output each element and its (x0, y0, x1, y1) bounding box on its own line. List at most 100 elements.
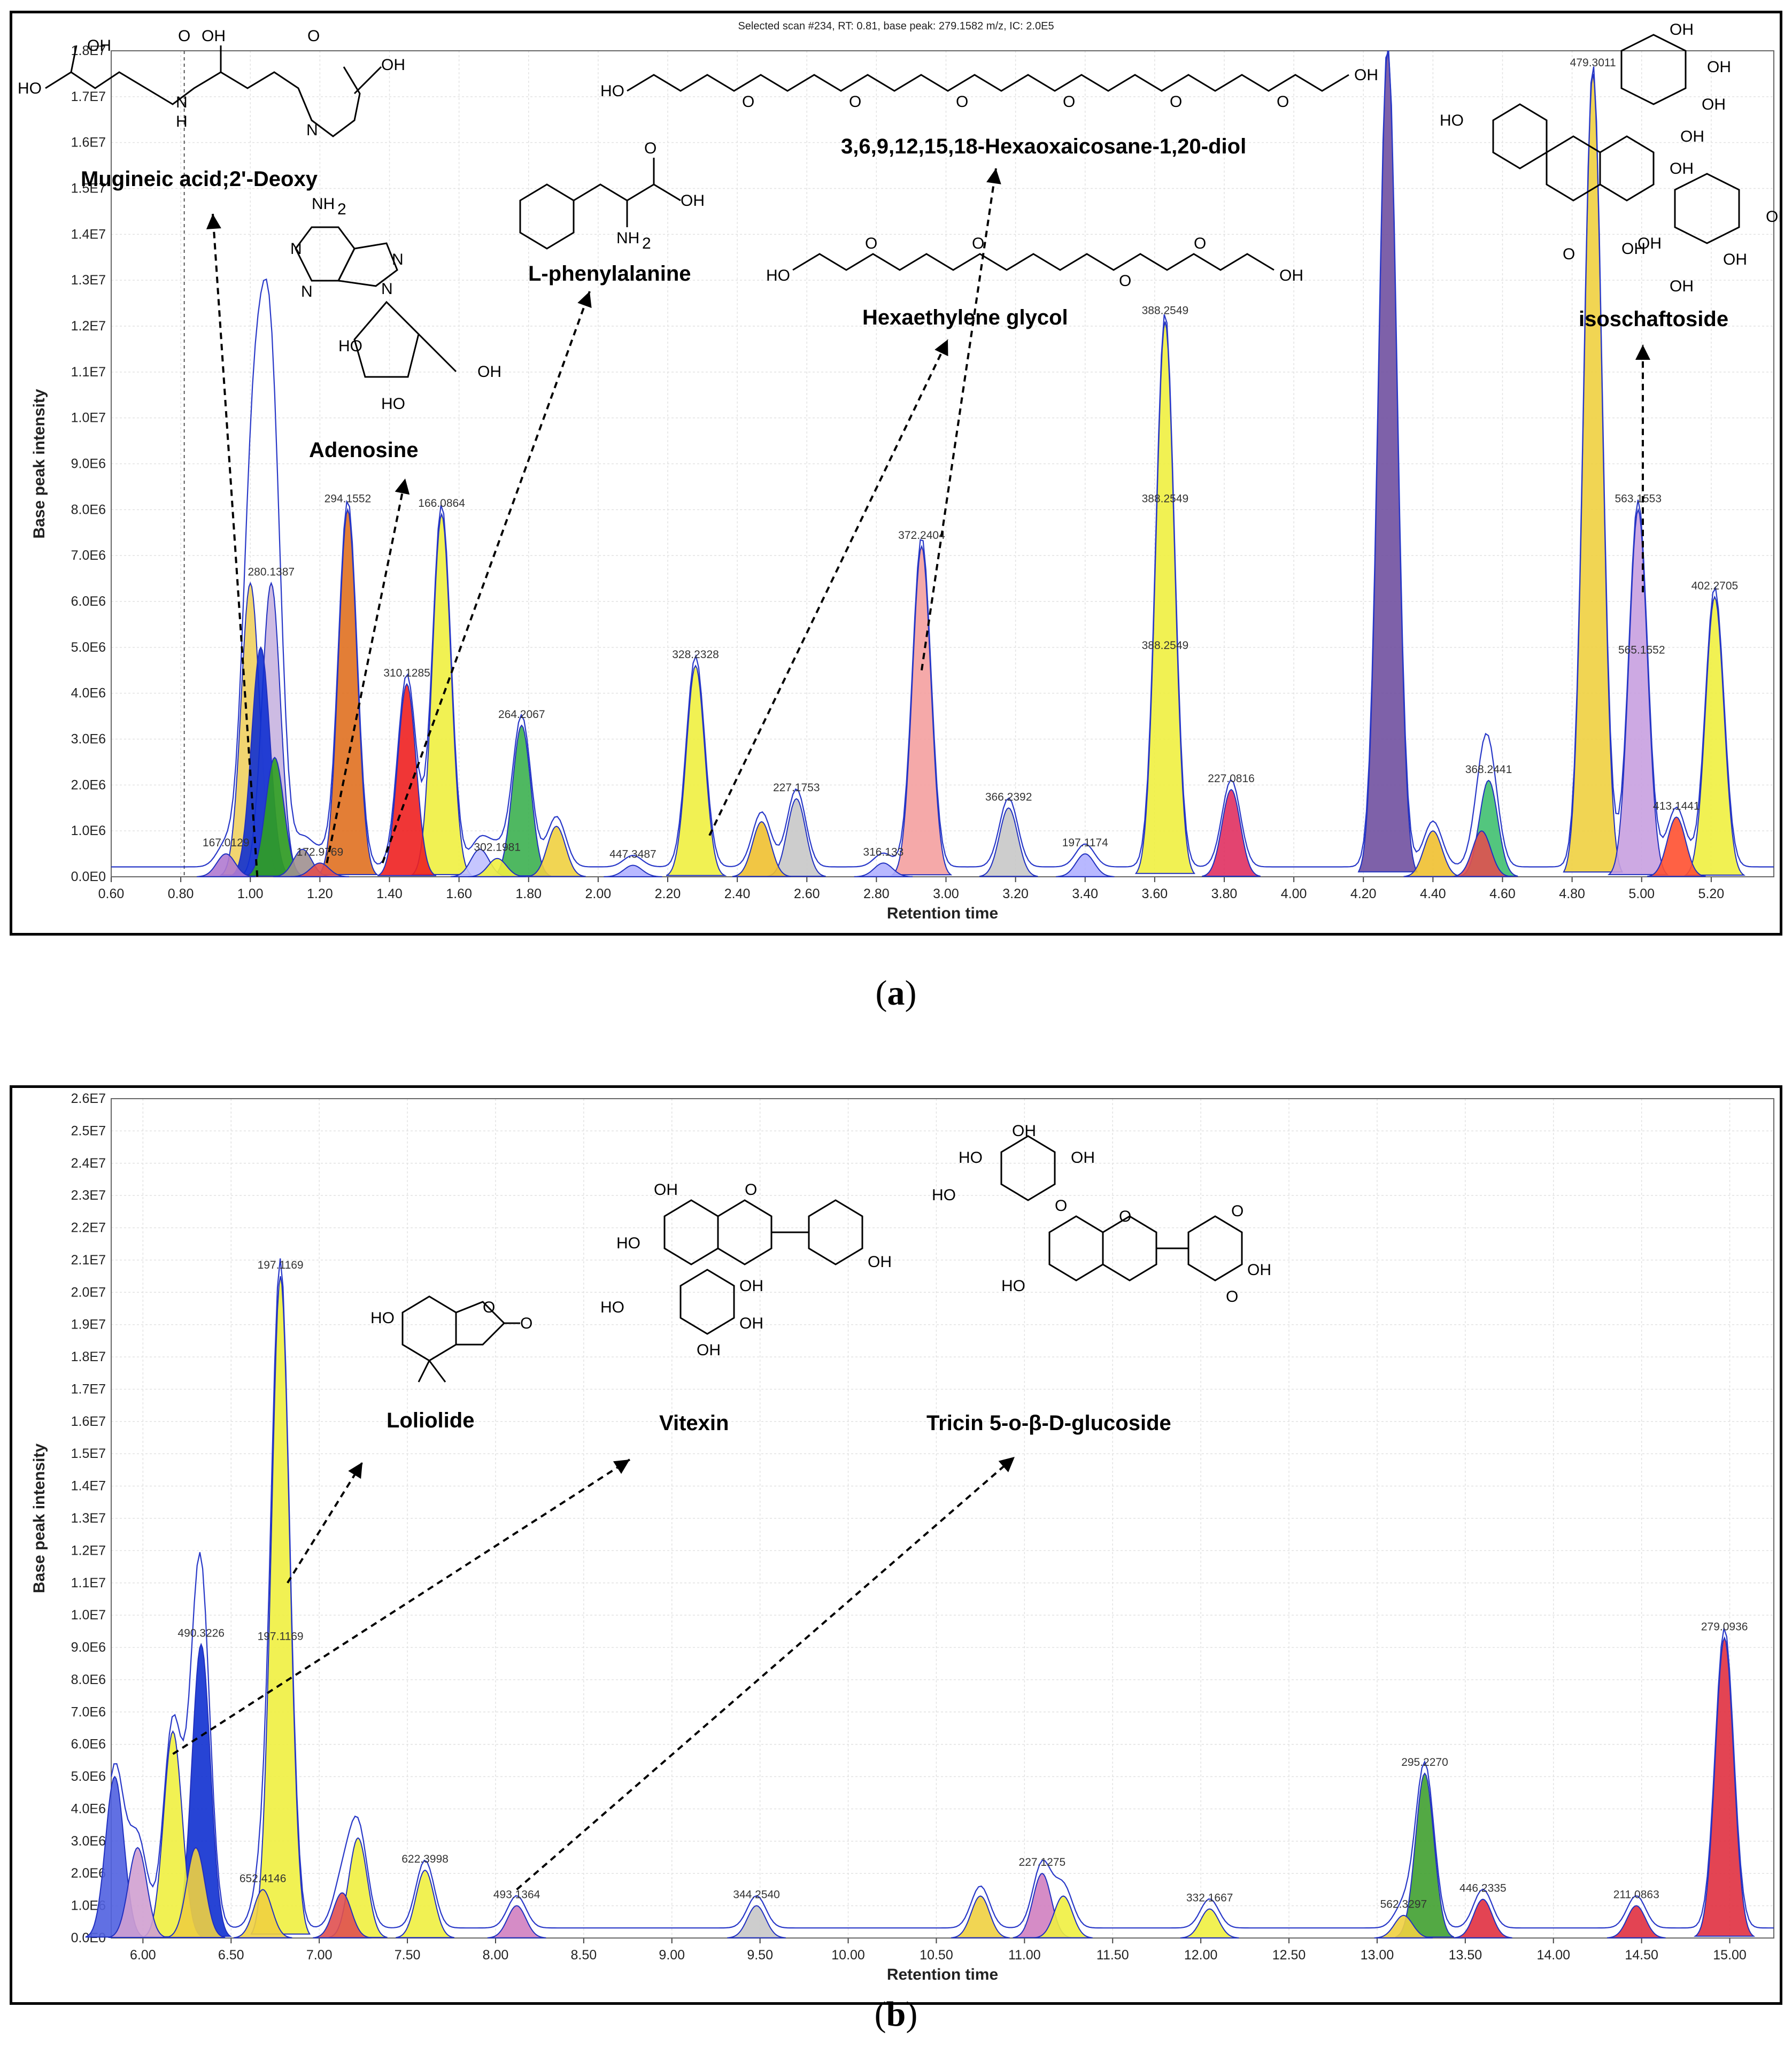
svg-text:2: 2 (337, 200, 346, 218)
x-tick-label: 1.80 (515, 886, 542, 901)
svg-text:OH: OH (1247, 1261, 1271, 1279)
y-tick-label: 1.6E7 (71, 1414, 106, 1429)
x-tick-label: 4.80 (1559, 886, 1585, 901)
svg-text:O: O (520, 1315, 532, 1332)
peak-area (166, 1847, 226, 1938)
mugineic-acid-structure: O OH OH HO NH OOH N (18, 27, 405, 139)
peak-area (732, 821, 791, 877)
svg-text:N: N (392, 251, 404, 268)
svg-text:O: O (1119, 272, 1131, 290)
compound-label: isoschaftoside (1579, 307, 1728, 331)
x-tick-label: 12.00 (1184, 1948, 1218, 1963)
x-tick-label: 10.00 (831, 1948, 865, 1963)
peak-label: 197.1174 (1062, 837, 1108, 849)
chart-b-svg: 0.0E01.0E62.0E63.0E64.0E65.0E66.0E67.0E6… (30, 1091, 1774, 1983)
x-tick-label: 1.00 (237, 886, 264, 901)
x-tick-label: 3.60 (1142, 886, 1168, 901)
svg-text:N: N (290, 240, 302, 258)
tic-trace (110, 1258, 1774, 1929)
x-tick-label: 6.00 (130, 1948, 156, 1963)
x-tick-label: 2.20 (655, 886, 681, 901)
x-tick-label: 13.50 (1449, 1948, 1482, 1963)
compound-label: Adenosine (309, 438, 418, 462)
peak-area (313, 1892, 372, 1939)
svg-text:O: O (742, 93, 754, 111)
svg-text:HO: HO (600, 1299, 624, 1316)
svg-text:OH: OH (477, 363, 501, 381)
peak-label: 563.1553 (1615, 492, 1662, 505)
y-tick-label: 1.2E7 (71, 319, 106, 334)
peak-area (396, 1870, 454, 1939)
y-tick-label: 1.4E7 (71, 227, 106, 242)
svg-text:OH: OH (1702, 96, 1726, 113)
peak-label: 302.1981 (474, 841, 521, 854)
chart-a-svg: Selected scan #234, RT: 0.81, base peak:… (18, 20, 1780, 922)
y-tick-label: 6.0E6 (71, 594, 106, 609)
y-tick-label: 2.3E7 (71, 1188, 106, 1203)
peak-area (468, 858, 527, 877)
x-tick-label: 4.40 (1420, 886, 1446, 901)
svg-text:OH: OH (1012, 1122, 1036, 1140)
x-tick-label: 4.60 (1489, 886, 1516, 901)
peak-area (1608, 507, 1669, 875)
peak-area (317, 507, 379, 875)
peak-label: 446.2335 (1459, 1882, 1507, 1895)
svg-text:HO: HO (1001, 1277, 1025, 1295)
y-tick-label: 4.0E6 (71, 1801, 106, 1816)
arrow-head (577, 291, 592, 308)
peak-area (250, 1276, 311, 1935)
x-tick-label: 7.00 (306, 1948, 333, 1963)
y-tick-label: 1.1E7 (71, 365, 106, 380)
annotation-arrow (172, 1458, 631, 1755)
x-tick-label: 1.40 (376, 886, 403, 901)
svg-text:HO: HO (600, 82, 624, 100)
arrow-head (1635, 345, 1650, 360)
chromatogram-panel-a: Selected scan #234, RT: 0.81, base peak:… (10, 11, 1782, 936)
compound-label: Hexaethylene glycol (862, 306, 1068, 329)
y-tick-label: 3.0E6 (71, 732, 106, 747)
annotation-arrow (326, 478, 406, 863)
x-tick-label: 0.80 (168, 886, 194, 901)
peak-area (891, 544, 953, 876)
y-tick-label: 9.0E6 (71, 457, 106, 472)
annotation-arrow (287, 1461, 364, 1584)
y-tick-label: 8.0E6 (71, 502, 106, 517)
svg-text:OH: OH (1279, 267, 1303, 284)
x-tick-label: 5.20 (1698, 886, 1725, 901)
svg-text:HO: HO (616, 1234, 640, 1252)
peak-label: 402.2705 (1691, 580, 1739, 592)
svg-text:HO: HO (18, 80, 42, 97)
peak-area (979, 807, 1038, 877)
svg-text:OH: OH (654, 1181, 678, 1199)
peak-label: 197.1169 (258, 1259, 304, 1271)
y-tick-label: 1.1E7 (71, 1576, 106, 1591)
x-axis-label: Retention time (887, 1966, 998, 1983)
y-tick-label: 5.0E6 (71, 1769, 106, 1784)
svg-text:NH: NH (312, 195, 335, 213)
svg-text:O: O (178, 27, 190, 45)
x-tick-label: 5.00 (1628, 886, 1655, 901)
arrow-head (206, 214, 221, 229)
y-tick-label: 2.2E7 (71, 1221, 106, 1236)
peak-label: 368.2441 (1465, 763, 1512, 776)
peak-area (527, 825, 586, 877)
peak-label: 279.0936 (1701, 1620, 1748, 1633)
svg-text:HO: HO (932, 1186, 956, 1204)
svg-text:OH: OH (681, 192, 705, 210)
y-tick-label: 6.0E6 (71, 1737, 106, 1752)
peak-label: 388.2549 (1142, 639, 1189, 652)
svg-text:O: O (1063, 93, 1075, 111)
svg-text:OH: OH (1354, 66, 1378, 84)
svg-text:HO: HO (338, 337, 362, 355)
peak-label: 328.2328 (672, 648, 719, 661)
svg-text:O: O (745, 1181, 757, 1199)
vitexin-structure: OH O OH HO HO OH OH OH (600, 1181, 892, 1359)
peak-area (1403, 830, 1463, 877)
peak-label: 227.0816 (1208, 773, 1255, 785)
svg-text:N: N (176, 94, 188, 111)
svg-text:OH: OH (1621, 240, 1646, 258)
y-tick-label: 0.0E0 (71, 869, 106, 884)
x-tick-label: 3.80 (1211, 886, 1238, 901)
peak-area (1683, 595, 1746, 876)
arrow-head (934, 339, 948, 357)
